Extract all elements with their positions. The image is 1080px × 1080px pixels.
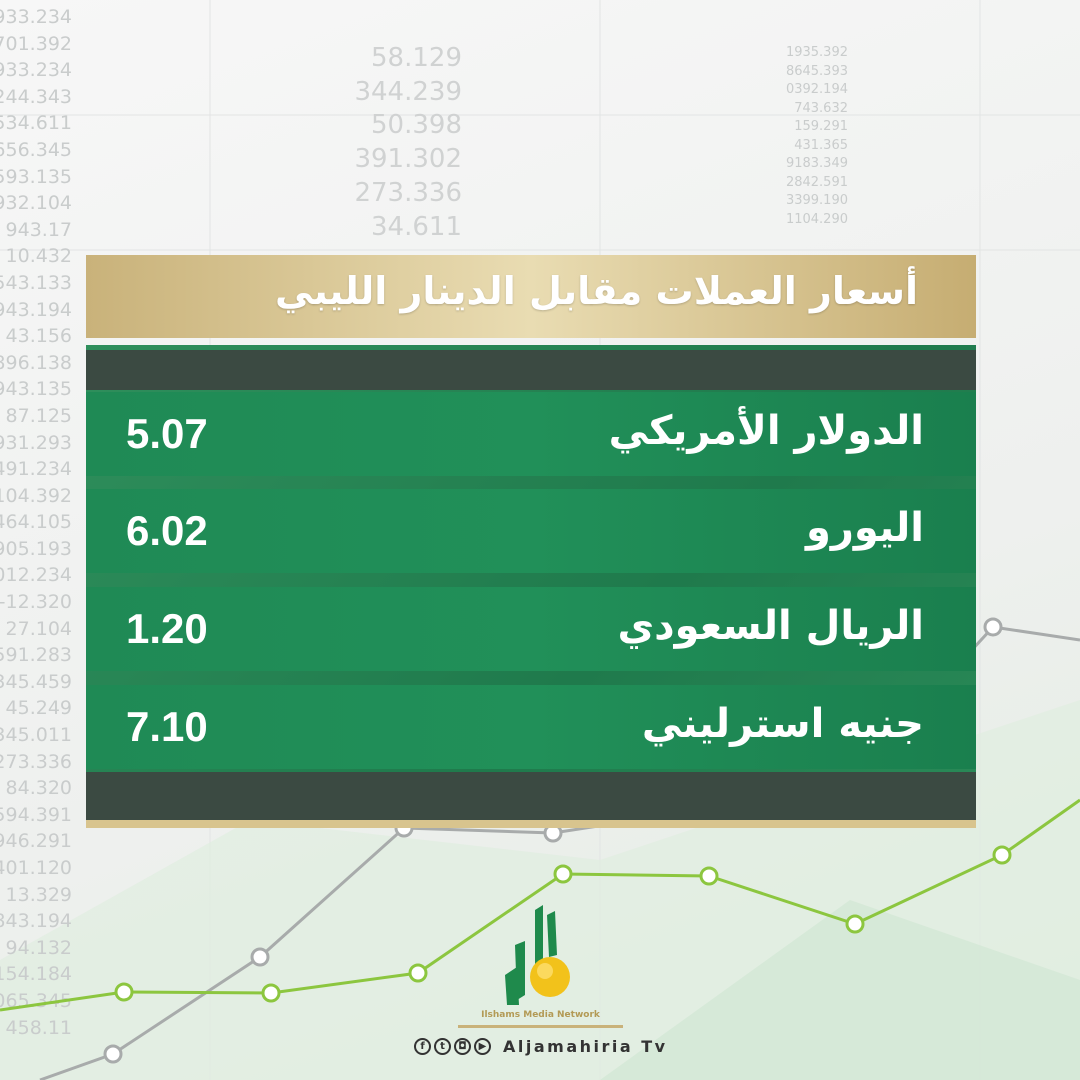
grey-point [983,617,1003,637]
currency-name: جنيه استرليني [641,701,924,747]
page-title: أسعار العملات مقابل الدينار الليبي [275,269,918,313]
brand-name: Aljamahiria Tv [503,1037,668,1056]
gold-divider [86,820,976,828]
currency-value: 6.02 [126,507,208,554]
rates-panel: الدولار الأمريكي 5.07 اليورو 6.02 الريال… [86,345,976,828]
rate-row: جنيه استرليني 7.10 [86,685,976,769]
currency-name: الريال السعودي [617,603,924,649]
currency-value: 7.10 [126,703,208,750]
green-point [114,982,134,1002]
rate-row: اليورو 6.02 [86,489,976,573]
green-point [845,914,865,934]
social-bar: f t ◘ ▶ Aljamahiria Tv [414,1037,668,1056]
ilshams-logo [505,905,570,1005]
title-bar: أسعار العملات مقابل الدينار الليبي [86,255,976,338]
green-point [699,866,719,886]
background-numbers-right: 1935.392 8645.393 0392.194 743.632 159.2… [785,45,848,227]
green-point [992,845,1012,865]
grey-point [250,947,270,967]
rate-row: الدولار الأمريكي 5.07 [86,392,976,476]
background-numbers-left: 933.234 701.392 933.234 244.343 534.611 … [0,6,72,1039]
twitter-icon[interactable]: t [434,1038,451,1055]
network-name: Ilshams Media Network [481,1010,600,1020]
facebook-icon[interactable]: f [414,1038,431,1055]
rate-row: الريال السعودي 1.20 [86,587,976,671]
currency-name: اليورو [805,505,924,551]
currency-value: 5.07 [126,410,208,457]
instagram-icon[interactable]: ◘ [454,1038,471,1055]
background-numbers-middle: 58.129 344.239 50.398 391.302 273.336 34… [354,43,462,242]
green-point [408,963,428,983]
footer-divider [458,1025,623,1028]
currency-name: الدولار الأمريكي [608,408,924,454]
grey-point [103,1044,123,1064]
panel-header-strip [86,350,976,390]
green-point [553,864,573,884]
green-point [261,983,281,1003]
panel-footer-strip [86,772,976,820]
currency-value: 1.20 [126,605,208,652]
youtube-icon[interactable]: ▶ [474,1038,491,1055]
